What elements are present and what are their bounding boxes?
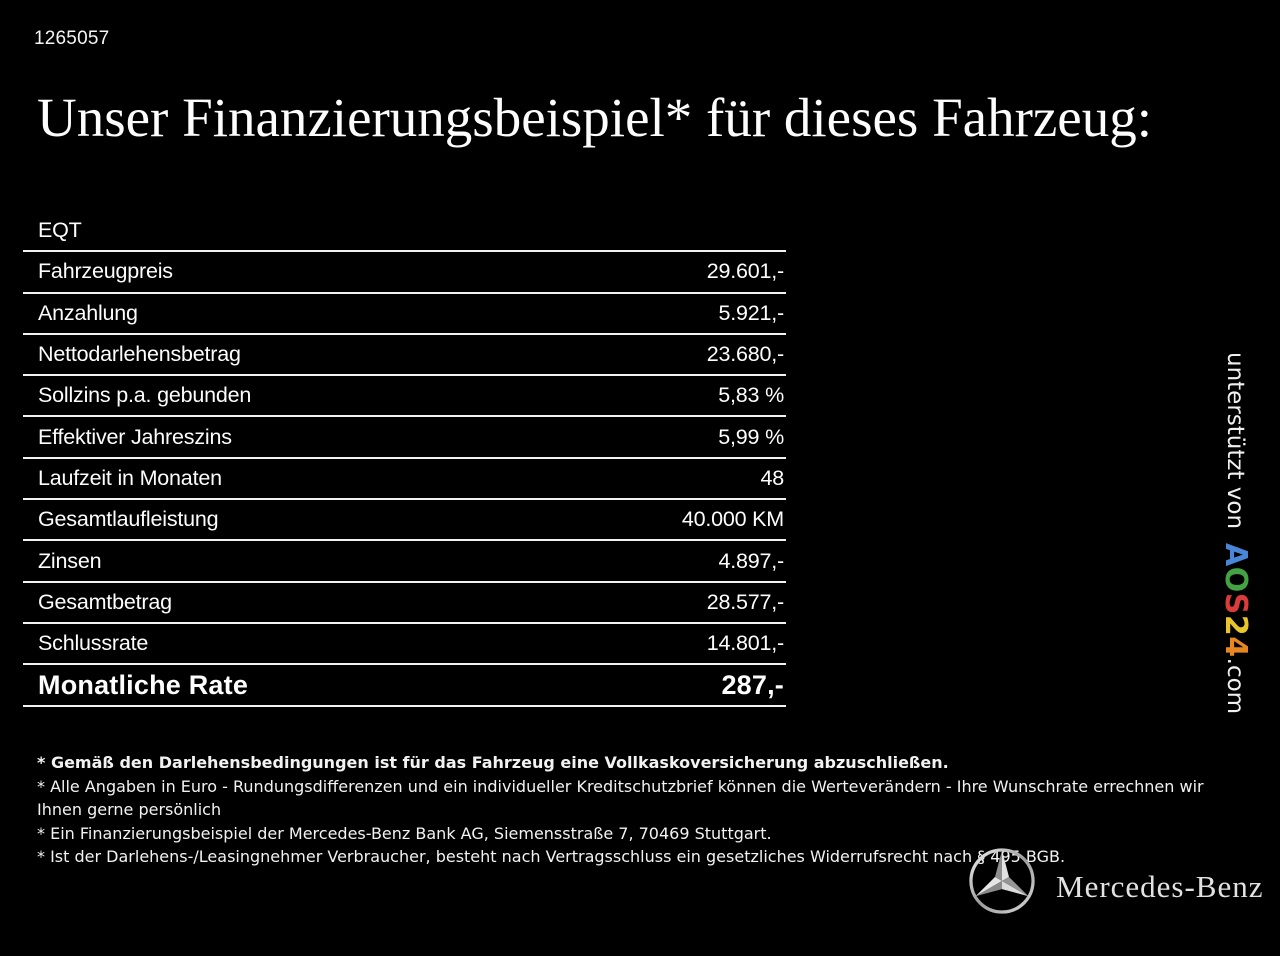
page-title: Unser Finanzierungsbeispiel* für dieses … [37,87,1152,148]
brand-name: Mercedes-Benz [1056,869,1264,904]
table-row: Effektiver Jahreszins 5,99 % [23,417,786,459]
aos24-letter: S [1218,592,1253,615]
row-value: 5,83 % [718,383,784,408]
badge-prefix-text: unterstützt von [1222,352,1249,530]
row-value: 23.680,- [706,342,784,367]
row-label: Sollzins p.a. gebunden [38,383,252,408]
row-value: 40.000 KM [681,507,784,532]
aos24-logo: AOS24 [1218,543,1253,658]
table-row: Fahrzeugpreis 29.601,- [23,252,786,294]
row-value: 4.897,- [718,548,784,573]
table-row: Gesamtbetrag 28.577,- [23,583,786,624]
aos24-letter: 2 [1218,614,1253,637]
document-number: 1265057 [34,28,110,49]
row-value: 48 [760,465,784,490]
row-label: Effektiver Jahreszins [38,424,232,449]
footnote: * Ist der Darlehens-/Leasingnehmer Verbr… [37,847,1066,867]
row-label: Fahrzeugpreis [38,259,173,284]
table-row: Schlussrate 14.801,- [23,624,786,666]
row-label: Gesamtlaufleistung [38,507,219,532]
row-value: 287,- [721,669,784,700]
footnote: * Ein Finanzierungsbeispiel der Mercedes… [37,823,772,843]
row-label: Schlussrate [38,631,149,656]
table-rows: Fahrzeugpreis 29.601,- Anzahlung 5.921,-… [23,252,786,666]
financing-table: EQT Fahrzeugpreis 29.601,- Anzahlung 5.9… [23,211,786,708]
footnote: * Gemäß den Darlehensbedingungen ist für… [37,753,949,772]
table-row: Laufzeit in Monaten 48 [23,459,786,501]
row-label: Monatliche Rate [38,669,249,700]
mercedes-star-icon [969,848,1035,914]
row-value: 28.577,- [706,589,784,614]
row-label: Zinsen [38,548,102,573]
row-value: 5,99 % [718,424,784,449]
table-row: Nettodarlehensbetrag 23.680,- [23,335,786,377]
footnote: * Alle Angaben in Euro - Rundungsdiffere… [37,776,1204,820]
supported-by-badge: unterstützt von AOS24 .com [1218,352,1253,714]
row-label: Gesamtbetrag [38,589,172,614]
footnotes: * Gemäß den Darlehensbedingungen ist für… [37,751,1252,869]
aos24-letter: 4 [1218,636,1253,658]
table-model-row: EQT [23,211,786,253]
aos24-letter: O [1218,566,1253,593]
table-row-monthly-rate: Monatliche Rate 287,- [23,665,786,708]
badge-suffix-text: .com [1222,657,1249,715]
table-row: Sollzins p.a. gebunden 5,83 % [23,376,786,418]
row-label: Anzahlung [38,300,138,325]
aos24-letter: A [1218,543,1253,567]
row-value: 5.921,- [718,300,784,325]
table-row: Zinsen 4.897,- [23,541,786,583]
row-label: Laufzeit in Monaten [38,465,222,490]
row-value: 14.801,- [706,631,784,656]
table-row: Anzahlung 5.921,- [23,294,786,335]
table-row: Gesamtlaufleistung 40.000 KM [23,500,786,542]
model-name: EQT [38,218,82,243]
row-label: Nettodarlehensbetrag [38,342,241,367]
row-value: 29.601,- [706,259,784,284]
